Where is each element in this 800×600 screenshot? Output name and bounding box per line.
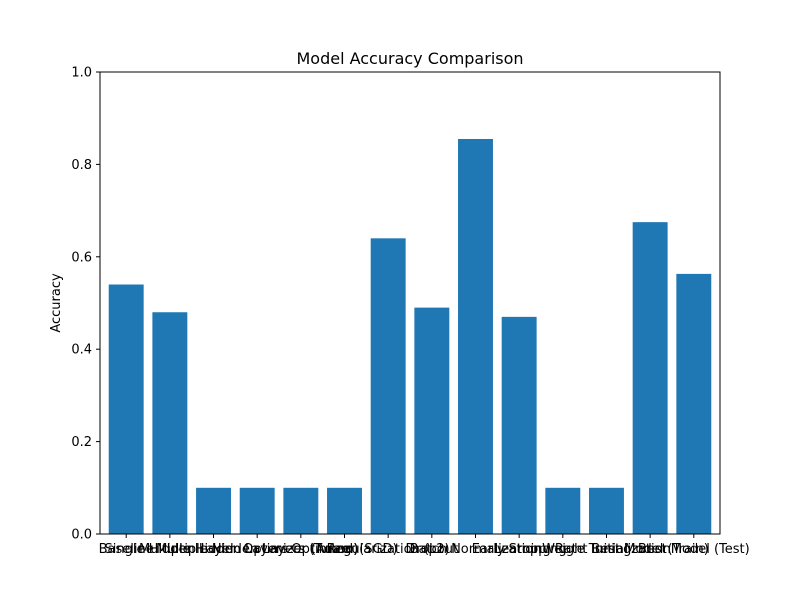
x-tick-label: Multiple Hidden Layers [139, 542, 288, 557]
y-axis-label: Accuracy [49, 273, 64, 333]
x-tick-label: Regularization (L2) [327, 542, 450, 557]
bars-group [108, 138, 712, 535]
y-tick-label: 0.8 [71, 158, 92, 173]
chart-title: Model Accuracy Comparison [296, 49, 523, 68]
x-tick-label: Best Model (Train) [591, 542, 708, 557]
x-tick-label: Optimizer (Adam) [243, 542, 358, 557]
x-tick-label: Weight Initialization [542, 542, 671, 557]
bar [370, 238, 406, 534]
bar [152, 312, 188, 534]
bar [676, 273, 712, 534]
bar [196, 487, 231, 534]
y-tick-label: 0.2 [71, 435, 92, 450]
y-tick-label: 1.0 [71, 66, 92, 81]
x-tick-label: Early Stopping [472, 542, 567, 557]
plot-frame [99, 71, 721, 535]
x-tick-label: Batch Normalization [410, 542, 542, 557]
bar [501, 316, 537, 534]
bar [239, 487, 275, 534]
x-tick-label: Baseline [99, 542, 154, 557]
x-tick-label: Dropout [406, 542, 459, 557]
y-tick-label: 0.4 [71, 343, 92, 358]
bar [632, 222, 668, 534]
bar [283, 487, 319, 534]
bar [589, 487, 624, 534]
bar [458, 138, 493, 535]
y-axis: 0.0 0.2 0.4 0.6 0.8 1.0 [71, 66, 100, 543]
y-tick-label: 0.0 [71, 528, 92, 543]
bar [327, 487, 362, 534]
x-tick-label: Best Model (Test) [638, 542, 750, 557]
bar [545, 487, 581, 534]
bar [108, 284, 144, 534]
x-tick-label: Learning Rate Tuning [494, 542, 631, 557]
x-tick-label: Optimizer (SGD) [291, 542, 397, 557]
x-tick-label: Multiple Hidden Layers (Tuned) [156, 542, 358, 557]
y-tick-label: 0.6 [71, 250, 92, 265]
bar [414, 307, 450, 534]
x-tick-label: Single Hidden Layer [105, 542, 236, 557]
